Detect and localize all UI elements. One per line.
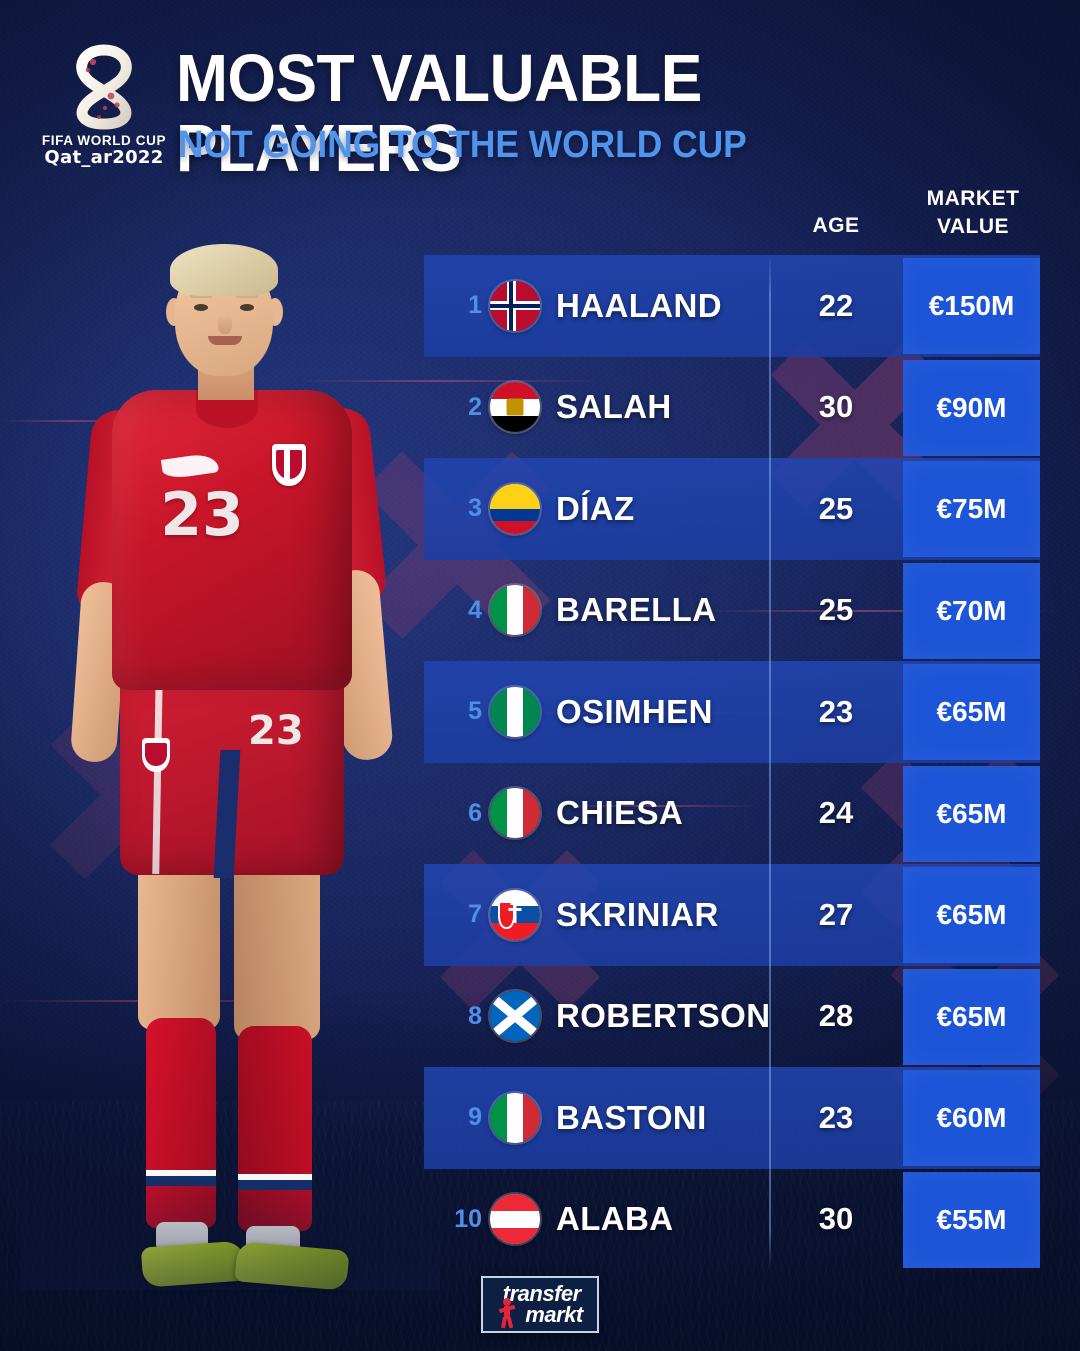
row-player-name: ALABA (556, 1200, 674, 1238)
page-subtitle: NOT GOING TO THE WORLD CUP (178, 124, 747, 166)
column-header-market-value-line1: MARKET (926, 187, 1020, 210)
row-market-value: €65M (903, 664, 1040, 760)
row-player-name: CHIESA (556, 794, 684, 832)
player-thigh-right (234, 850, 320, 1040)
row-player-name: BARELLA (556, 591, 717, 629)
table-row[interactable]: 1 HAALAND 22 €150M (424, 255, 1040, 357)
table-row[interactable]: 10 ALABA 30 €55M (424, 1169, 1040, 1271)
flag-icon-colombia (490, 483, 540, 534)
transfermarkt-logo-line1: transfer (502, 1281, 581, 1306)
header: FIFA WORLD CUP Qat_ar2022 MOST VALUABLE … (0, 0, 1080, 190)
row-market-value: €75M (903, 461, 1040, 557)
flag-icon-norway (490, 280, 540, 331)
player-mouth (208, 336, 242, 345)
row-age: 24 (818, 795, 854, 831)
flag-icon-scotland (490, 991, 540, 1042)
row-market-value: €90M (903, 359, 1040, 456)
player-eyes (192, 304, 256, 312)
row-market-value: €70M (903, 562, 1040, 659)
player-nose (218, 314, 232, 334)
norway-crest-icon (272, 444, 306, 486)
player-shirt-number: 23 (160, 480, 244, 550)
transfermarkt-logo-line2: markt (525, 1302, 583, 1327)
row-player-name: HAALAND (556, 286, 722, 324)
row-age: 25 (818, 592, 854, 628)
fifa-logo-line1: FIFA WORLD CUP (41, 133, 167, 148)
player-photo-haaland: 23 23 (20, 230, 440, 1294)
footer: transfer markt (0, 1276, 1080, 1333)
row-age: 30 (818, 1201, 854, 1237)
row-market-value: €150M (903, 258, 1040, 354)
row-rank: 3 (468, 494, 482, 523)
table-row[interactable]: 8 ROBERTSON 28 €65M (424, 966, 1040, 1068)
row-player-name: SALAH (556, 388, 672, 426)
row-age: 22 (818, 287, 854, 323)
column-header-market-value-line2: VALUE (936, 215, 1010, 238)
row-market-value: €55M (903, 1171, 1040, 1268)
row-age: 23 (818, 693, 854, 729)
row-rank: 1 (468, 291, 482, 320)
page-title: MOST VALUABLE PLAYERS (176, 41, 702, 186)
player-shorts-crest (142, 738, 170, 772)
row-age: 30 (818, 389, 854, 425)
player-eyebrows (190, 294, 258, 299)
table-row[interactable]: 7 SKRINIAR 27 €65M (424, 864, 1040, 966)
player-shorts-number: 23 (248, 708, 304, 754)
row-rank: 5 (468, 697, 482, 726)
flag-icon-austria (490, 1194, 540, 1245)
player-bottom-fade (20, 1170, 440, 1290)
table-row[interactable]: 3 DÍAZ 25 €75M (424, 458, 1040, 560)
flag-icon-italy (490, 585, 540, 636)
transfermarkt-logo[interactable]: transfer markt (481, 1276, 599, 1333)
row-player-name: SKRINIAR (556, 895, 719, 933)
row-age: 25 (818, 490, 854, 526)
row-age: 23 (818, 1099, 854, 1135)
fifa-world-cup-logo: FIFA WORLD CUP Qat_ar2022 (40, 42, 168, 170)
row-rank: 9 (468, 1103, 482, 1132)
row-rank: 7 (468, 900, 482, 929)
column-divider (769, 255, 771, 1270)
column-header-age: AGE (812, 214, 860, 237)
row-player-name: ROBERTSON (556, 997, 771, 1035)
flag-icon-slovakia (490, 889, 540, 940)
row-age: 27 (818, 896, 854, 932)
player-jersey-torso (112, 390, 352, 690)
transfermarkt-player-figure-icon (499, 1298, 516, 1329)
table-row[interactable]: 9 BASTONI 23 €60M (424, 1067, 1040, 1169)
flag-icon-nigeria (490, 686, 540, 737)
qatar-2022-emblem-icon (62, 44, 146, 135)
flag-icon-italy (490, 788, 540, 839)
row-rank: 2 (468, 392, 482, 421)
flag-icon-egypt (490, 382, 540, 433)
row-player-name: DÍAZ (556, 489, 635, 527)
player-thigh-left (138, 850, 220, 1030)
row-rank: 6 (468, 798, 482, 827)
table-row[interactable]: 4 BARELLA 25 €70M (424, 560, 1040, 662)
row-rank: 4 (468, 595, 482, 624)
row-age: 28 (818, 998, 854, 1034)
table-row[interactable]: 5 OSIMHEN 23 €65M (424, 661, 1040, 763)
row-market-value: €65M (903, 867, 1040, 963)
row-market-value: €65M (903, 765, 1040, 862)
row-rank: 8 (468, 1001, 482, 1030)
table-row[interactable]: 6 CHIESA 24 €65M (424, 763, 1040, 865)
row-player-name: BASTONI (556, 1098, 707, 1136)
row-player-name: OSIMHEN (556, 692, 713, 730)
fifa-logo-line2: Qat_ar2022 (44, 147, 164, 168)
row-rank: 10 (454, 1204, 482, 1233)
player-hair (170, 244, 278, 296)
table-row[interactable]: 2 SALAH 30 €90M (424, 357, 1040, 459)
row-market-value: €60M (903, 1070, 1040, 1166)
row-market-value: €65M (903, 968, 1040, 1065)
column-header-market-value: MARKET VALUE (900, 185, 1046, 241)
rankings-table: 1 HAALAND 22 €150M 2 SALAH 30 €90M 3 DÍAZ 25 €75M 4 B… (0, 255, 1080, 1270)
flag-icon-italy (490, 1092, 540, 1143)
